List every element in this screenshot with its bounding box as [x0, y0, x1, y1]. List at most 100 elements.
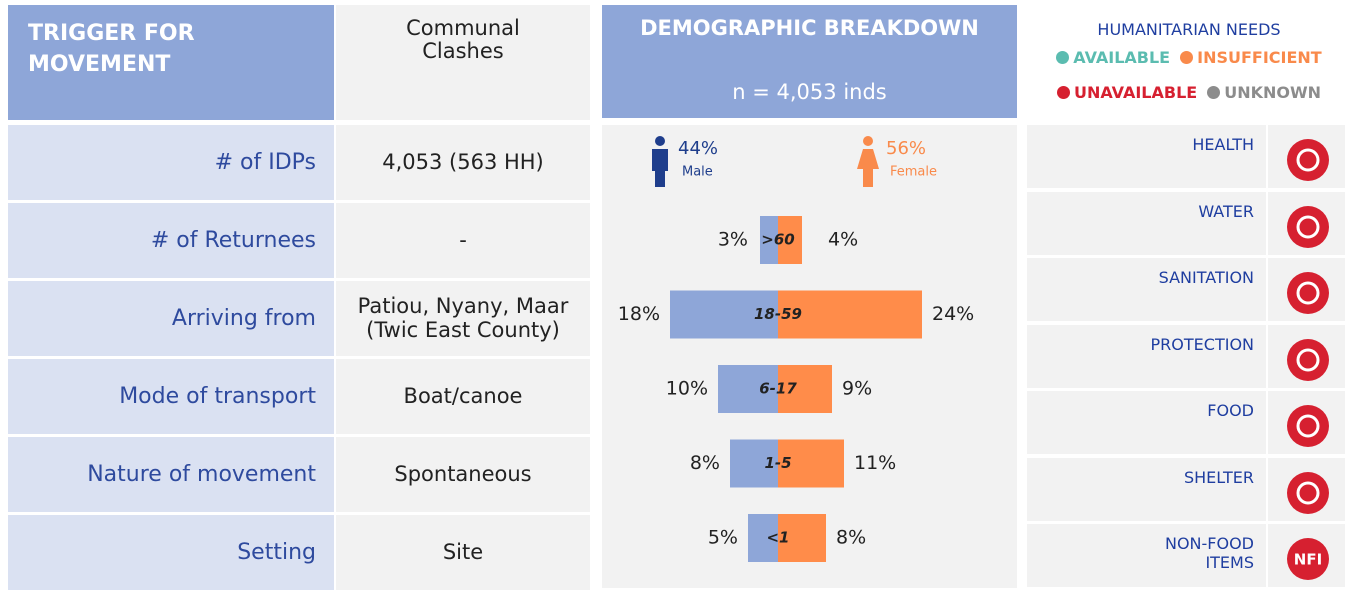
female-label: 4% [828, 229, 858, 251]
demo-body [602, 125, 1017, 588]
age-label: 1-5 [764, 454, 791, 472]
female-bar [778, 514, 826, 562]
female-label: 24% [932, 303, 974, 325]
need-icon-circle [1287, 538, 1329, 580]
need-icon-cell [1268, 391, 1345, 454]
demo-title: DEMOGRAPHIC BREAKDOWN [640, 16, 979, 40]
row-label: # of IDPs [8, 125, 334, 200]
legend-dot [1180, 51, 1194, 64]
legend-dot [1056, 51, 1070, 64]
demo-subtitle: n = 4,053 inds [732, 80, 887, 104]
row-value: Boat/canoe [336, 359, 590, 434]
male-name: Male [682, 165, 713, 180]
legend-item: INSUFFICIENT [1180, 46, 1322, 77]
female-label: 8% [836, 527, 866, 549]
need-label: HEALTH [1027, 125, 1266, 188]
need-icon-circle [1287, 205, 1329, 248]
female-name: Female [890, 165, 937, 180]
male-bar [730, 439, 778, 488]
male-label: 18% [618, 303, 660, 325]
need-icon-cell [1268, 258, 1345, 321]
male-percent: 44% [678, 138, 718, 159]
legend-item: AVAILABLE [1056, 46, 1170, 77]
need-icon-cell: NFI [1268, 524, 1345, 587]
male-bar [748, 514, 778, 562]
need-icon-circle [1287, 405, 1329, 447]
legend-item: UNAVAILABLE [1056, 81, 1198, 112]
female-bar [778, 290, 922, 339]
need-icon-circle [1287, 471, 1329, 514]
row-value: Site [336, 515, 590, 590]
age-label: 18-59 [754, 305, 802, 323]
need-icon-circle [1287, 139, 1329, 181]
need-icon-glyph [1296, 281, 1320, 305]
need-icon [1287, 338, 1329, 381]
male-label: 10% [666, 378, 708, 400]
female-icon-body [857, 149, 879, 187]
row-label: # of Returnees [8, 203, 334, 278]
male-label: 8% [690, 452, 720, 474]
need-icon [1287, 405, 1329, 447]
need-icon [1287, 205, 1329, 248]
legend-text: AVAILABLE [1073, 48, 1171, 67]
need-icon-cell [1268, 125, 1345, 188]
legend-text: INSUFFICIENT [1197, 48, 1322, 67]
legend-text: UNAVAILABLE [1073, 83, 1198, 102]
male-label: 5% [708, 527, 738, 549]
need-icon-glyph [1296, 148, 1320, 172]
need-icon-cell [1268, 324, 1345, 388]
legend-item: UNKNOWN [1207, 81, 1321, 112]
row-value: - [336, 203, 590, 278]
need-icon-glyph [1296, 348, 1320, 371]
row-label: Arriving from [8, 281, 334, 356]
needs-legend: AVAILABLE INSUFFICIENT UNAVAILABLE UNKNOWN [1027, 46, 1351, 112]
female-bar [778, 216, 802, 264]
age-label: <1 [766, 529, 789, 547]
female-icon-head [863, 136, 873, 146]
age-label: 6-17 [759, 380, 797, 398]
female-label: 11% [854, 452, 896, 474]
need-icon-cell [1268, 191, 1345, 255]
need-icon: NFI [1287, 538, 1329, 580]
needs-title: HUMANITARIAN NEEDS [1097, 20, 1281, 39]
row-label: Mode of transport [8, 359, 334, 434]
need-icon-circle [1287, 272, 1329, 314]
age-label: >60 [761, 231, 794, 249]
need-icon-cell [1268, 457, 1345, 521]
need-icon-glyph [1296, 414, 1320, 438]
row-value: 4,053 (563 HH) [336, 125, 590, 200]
row-value: Spontaneous [336, 437, 590, 512]
female-label: 9% [842, 378, 872, 400]
need-label: FOOD [1027, 391, 1266, 454]
row-value: Patiou, Nyany, Maar (Twic East County) [336, 281, 590, 356]
demo-header [602, 5, 1017, 118]
male-icon-head [655, 136, 665, 146]
need-label: WATER [1027, 191, 1266, 255]
demographic-chart: 44% Male 56% Female >60 3% 4% 18-59 18% 24% 6-17 10… [618, 136, 974, 562]
need-icon [1287, 471, 1329, 514]
trigger-label: TRIGGER FOR MOVEMENT [8, 5, 334, 120]
need-icon-glyph [1296, 215, 1320, 238]
female-bar [778, 365, 832, 413]
need-label: NON-FOOD ITEMS [1027, 524, 1266, 587]
need-label: SANITATION [1027, 258, 1266, 321]
trigger-value: Communal Clashes [336, 5, 590, 120]
row-label: Nature of movement [8, 437, 334, 512]
need-icon-glyph [1296, 481, 1320, 504]
male-bar [760, 216, 778, 264]
row-label: Setting [8, 515, 334, 590]
male-label: 3% [718, 229, 748, 251]
need-icon-circle [1287, 338, 1329, 381]
legend-dot [1056, 86, 1070, 99]
male-bar [670, 290, 778, 339]
need-label: PROTECTION [1027, 324, 1266, 388]
need-icon-text: NFI [1294, 551, 1322, 569]
male-icon-body [652, 149, 668, 187]
need-icon [1287, 139, 1329, 181]
legend-dot [1207, 86, 1221, 99]
legend-text: UNKNOWN [1224, 83, 1322, 102]
female-percent: 56% [886, 138, 926, 159]
need-icon [1287, 272, 1329, 314]
male-bar [718, 365, 778, 413]
